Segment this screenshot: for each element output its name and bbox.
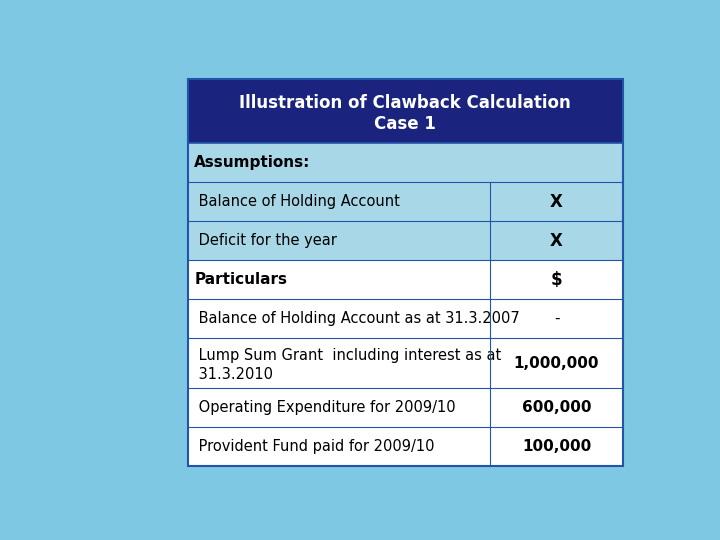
Text: Particulars: Particulars — [194, 272, 287, 287]
Text: Illustration of Clawback Calculation: Illustration of Clawback Calculation — [239, 94, 571, 112]
Bar — [188, 79, 623, 466]
Text: Provident Fund paid for 2009/10: Provident Fund paid for 2009/10 — [194, 439, 435, 454]
Text: Balance of Holding Account: Balance of Holding Account — [194, 194, 400, 210]
Text: X: X — [550, 193, 563, 211]
Text: Lump Sum Grant  including interest as at: Lump Sum Grant including interest as at — [194, 348, 502, 363]
Bar — [490, 221, 623, 260]
Bar — [188, 79, 623, 143]
Text: Deficit for the year: Deficit for the year — [194, 233, 337, 248]
Text: Case 1: Case 1 — [374, 114, 436, 133]
Text: 1,000,000: 1,000,000 — [514, 356, 599, 370]
Bar — [490, 388, 623, 427]
Text: X: X — [550, 232, 563, 250]
Bar — [188, 299, 490, 338]
Text: -: - — [554, 311, 559, 326]
Bar — [188, 143, 623, 183]
Bar — [188, 260, 490, 299]
Bar — [188, 338, 490, 388]
Text: 100,000: 100,000 — [522, 439, 591, 454]
Bar — [188, 79, 623, 466]
Bar — [188, 183, 490, 221]
Bar — [490, 260, 623, 299]
Text: $: $ — [551, 271, 562, 289]
Bar — [188, 388, 490, 427]
Text: 600,000: 600,000 — [522, 400, 591, 415]
Bar — [188, 221, 490, 260]
Text: Operating Expenditure for 2009/10: Operating Expenditure for 2009/10 — [194, 400, 456, 415]
Bar — [188, 427, 490, 466]
Bar — [490, 183, 623, 221]
Bar — [490, 338, 623, 388]
Bar — [490, 299, 623, 338]
Bar — [490, 427, 623, 466]
Text: Balance of Holding Account as at 31.3.2007: Balance of Holding Account as at 31.3.20… — [194, 311, 520, 326]
Text: Assumptions:: Assumptions: — [194, 155, 311, 170]
Text: 31.3.2010: 31.3.2010 — [194, 367, 274, 382]
